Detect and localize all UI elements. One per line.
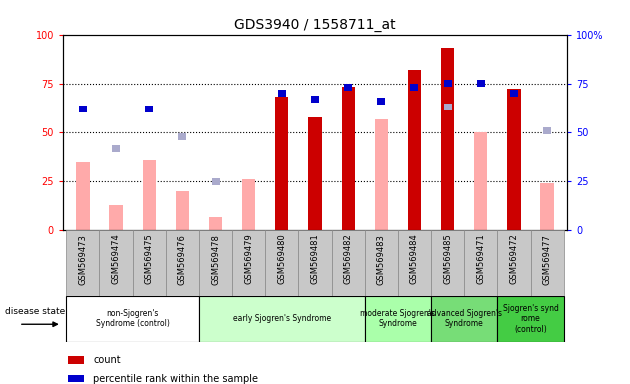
Bar: [543, 127, 551, 134]
Bar: [142, 160, 156, 230]
Text: GSM569478: GSM569478: [211, 233, 220, 285]
Bar: [377, 98, 386, 104]
Bar: [199, 230, 232, 296]
Bar: [66, 296, 199, 342]
Text: advanced Sjogren's
Syndrome: advanced Sjogren's Syndrome: [427, 309, 501, 328]
Text: Sjogren's synd
rome
(control): Sjogren's synd rome (control): [503, 304, 558, 334]
Bar: [76, 162, 89, 230]
Bar: [474, 132, 488, 230]
Bar: [507, 89, 520, 230]
Text: GSM569482: GSM569482: [343, 233, 353, 285]
Text: GSM569475: GSM569475: [145, 233, 154, 285]
Bar: [199, 296, 365, 342]
Bar: [477, 80, 484, 87]
Text: percentile rank within the sample: percentile rank within the sample: [93, 374, 258, 384]
Bar: [68, 375, 84, 382]
Bar: [146, 106, 153, 113]
Text: GSM569479: GSM569479: [244, 233, 253, 285]
Bar: [311, 96, 319, 103]
Bar: [497, 296, 564, 342]
Text: GSM569472: GSM569472: [510, 233, 518, 285]
Bar: [209, 217, 222, 230]
Bar: [510, 90, 518, 97]
Bar: [275, 97, 289, 230]
Text: GSM569473: GSM569473: [78, 233, 88, 285]
Title: GDS3940 / 1558711_at: GDS3940 / 1558711_at: [234, 18, 396, 32]
Text: GSM569485: GSM569485: [443, 233, 452, 285]
Text: GSM569474: GSM569474: [112, 233, 120, 285]
Bar: [411, 84, 418, 91]
Bar: [242, 179, 255, 230]
Bar: [299, 230, 331, 296]
Bar: [133, 230, 166, 296]
Bar: [166, 230, 199, 296]
Bar: [444, 104, 452, 111]
Bar: [541, 184, 554, 230]
Bar: [79, 106, 87, 113]
Bar: [375, 119, 388, 230]
Bar: [68, 356, 84, 364]
Bar: [100, 230, 133, 296]
Bar: [408, 70, 421, 230]
Bar: [66, 230, 100, 296]
Bar: [331, 230, 365, 296]
Bar: [341, 88, 355, 230]
Text: GSM569471: GSM569471: [476, 233, 485, 285]
Bar: [441, 48, 454, 230]
Text: count: count: [93, 355, 121, 365]
Bar: [176, 191, 189, 230]
Text: moderate Sjogren's
Syndrome: moderate Sjogren's Syndrome: [360, 309, 435, 328]
Text: GSM569481: GSM569481: [311, 233, 319, 285]
Bar: [232, 230, 265, 296]
Text: early Sjogren's Syndrome: early Sjogren's Syndrome: [232, 314, 331, 323]
Bar: [308, 117, 322, 230]
Bar: [464, 230, 497, 296]
Text: non-Sjogren's
Syndrome (control): non-Sjogren's Syndrome (control): [96, 309, 169, 328]
Text: GSM569480: GSM569480: [277, 233, 287, 285]
Bar: [178, 133, 186, 140]
Text: GSM569484: GSM569484: [410, 233, 419, 285]
Bar: [278, 90, 286, 97]
Bar: [365, 230, 398, 296]
Bar: [398, 230, 431, 296]
Bar: [344, 84, 352, 91]
Text: GSM569476: GSM569476: [178, 233, 187, 285]
Text: disease state: disease state: [5, 307, 66, 316]
Bar: [112, 145, 120, 152]
Bar: [212, 178, 219, 185]
Bar: [265, 230, 299, 296]
Text: GSM569483: GSM569483: [377, 233, 386, 285]
Bar: [79, 106, 87, 113]
Bar: [431, 296, 497, 342]
Text: GSM569477: GSM569477: [542, 233, 552, 285]
Bar: [110, 205, 123, 230]
Bar: [365, 296, 431, 342]
Bar: [431, 230, 464, 296]
Bar: [444, 80, 452, 87]
Bar: [497, 230, 530, 296]
Bar: [530, 230, 564, 296]
